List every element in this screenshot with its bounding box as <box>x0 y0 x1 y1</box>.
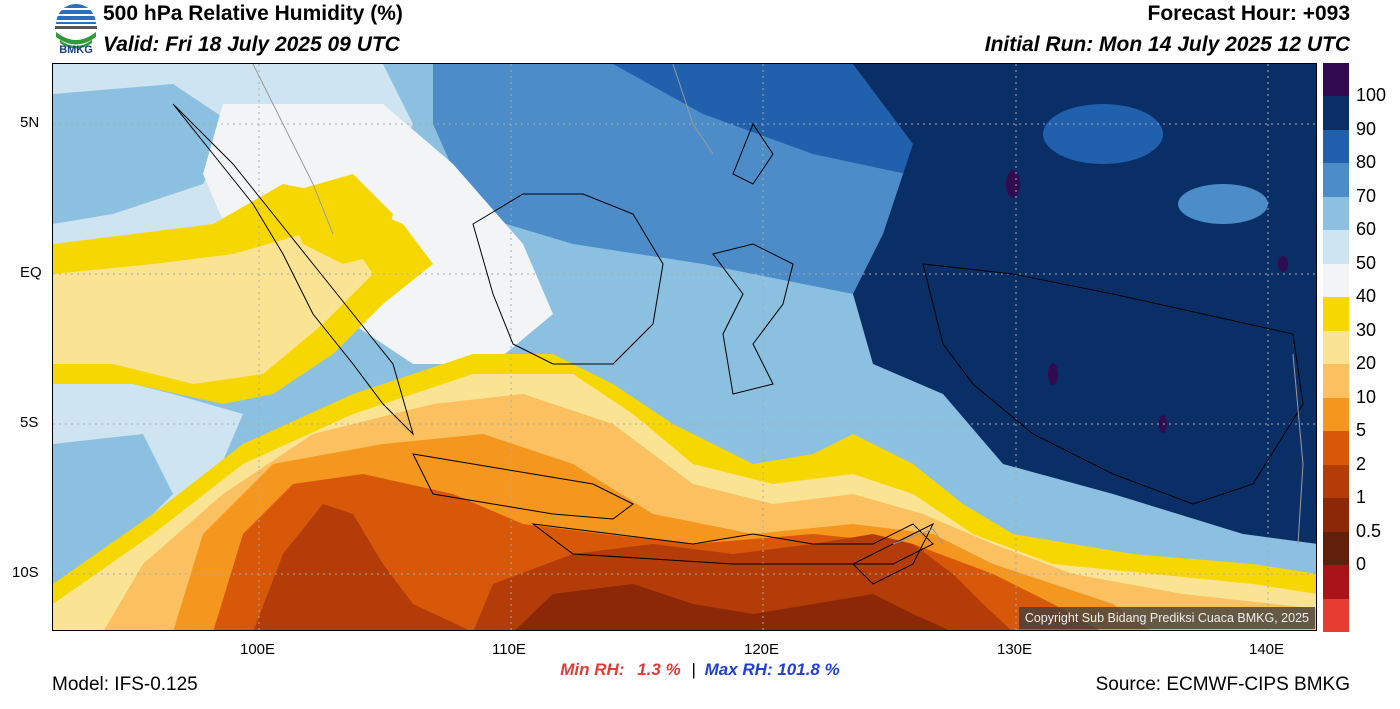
colorbar-swatch <box>1323 163 1349 198</box>
data-source: Source: ECMWF-CIPS BMKG <box>1095 674 1350 695</box>
map-title: 500 hPa Relative Humidity (%) <box>103 2 403 25</box>
max-rh-value: 101.8 % <box>777 660 840 679</box>
colorbar-swatch <box>1323 63 1349 97</box>
colorbar-label: 30 <box>1356 319 1377 340</box>
colorbar-swatch <box>1323 330 1349 365</box>
lon-label-110e: 110E <box>492 641 526 658</box>
colorbar-label: 50 <box>1356 252 1377 273</box>
copyright-notice: Copyright Sub Bidang Prediksi Cuaca BMKG… <box>1018 607 1315 629</box>
colorbar-swatch <box>1323 531 1349 566</box>
min-rh-label: Min RH: <box>560 660 625 679</box>
lat-label-5s: 5S <box>20 414 39 431</box>
colorbar-swatch <box>1323 364 1349 399</box>
lon-label-130e: 130E <box>997 641 1033 658</box>
max-rh-label: Max RH: <box>704 660 773 679</box>
colorbar-label: 40 <box>1356 286 1377 307</box>
colorbar-label: 20 <box>1356 353 1377 374</box>
lat-label-eq: EQ <box>20 264 42 281</box>
colorbar-label: 0.5 <box>1356 520 1382 541</box>
humidity-map: Copyright Sub Bidang Prediksi Cuaca BMKG… <box>52 63 1317 631</box>
logo-text: BMKG <box>59 44 93 56</box>
lat-label-5n: 5N <box>20 114 40 131</box>
colorbar-label: 2 <box>1356 453 1367 474</box>
colorbar-label: 100 <box>1356 85 1387 106</box>
colorbar-swatch <box>1323 96 1349 131</box>
initial-run: Initial Run: Mon 14 July 2025 12 UTC <box>984 33 1350 56</box>
colorbar-swatch <box>1323 397 1349 432</box>
colorbar-label: 1 <box>1356 487 1367 508</box>
colorbar-swatch <box>1323 464 1349 499</box>
colorbar-label: 80 <box>1356 152 1377 173</box>
colorbar-swatch <box>1323 297 1349 332</box>
lon-label-140e: 140E <box>1249 641 1285 658</box>
colorbar-swatch <box>1323 196 1349 231</box>
colorbar-swatch <box>1323 431 1349 466</box>
lon-label-120e: 120E <box>744 641 780 658</box>
model-name: Model: IFS-0.125 <box>52 674 198 695</box>
colorbar-label: 10 <box>1356 386 1377 407</box>
colorbar-label: 90 <box>1356 118 1377 139</box>
colorbar-swatch <box>1323 498 1349 533</box>
colorbar-label: 70 <box>1356 185 1377 206</box>
min-rh-value: 1.3 % <box>637 660 681 679</box>
colorbar-swatch <box>1323 230 1349 265</box>
colorbar-label: 0 <box>1356 554 1367 575</box>
humidity-range: Min RH: 1.3 % | Max RH: 101.8 % <box>0 660 1400 680</box>
colorbar-label: 60 <box>1356 219 1377 240</box>
colorbar <box>1323 63 1349 633</box>
colorbar-label: 5 <box>1356 420 1367 441</box>
colorbar-swatch <box>1323 263 1349 298</box>
forecast-hour: Forecast Hour: +093 <box>1147 2 1351 25</box>
range-separator: | <box>691 660 696 679</box>
lat-label-10s: 10S <box>12 564 39 581</box>
colorbar-swatch <box>1323 129 1349 164</box>
colorbar-swatch <box>1323 565 1349 600</box>
bmkg-logo: BMKG <box>52 2 100 58</box>
valid-time: Valid: Fri 18 July 2025 09 UTC <box>103 33 400 56</box>
colorbar-swatch <box>1323 598 1349 633</box>
lon-label-100e: 100E <box>240 641 276 658</box>
